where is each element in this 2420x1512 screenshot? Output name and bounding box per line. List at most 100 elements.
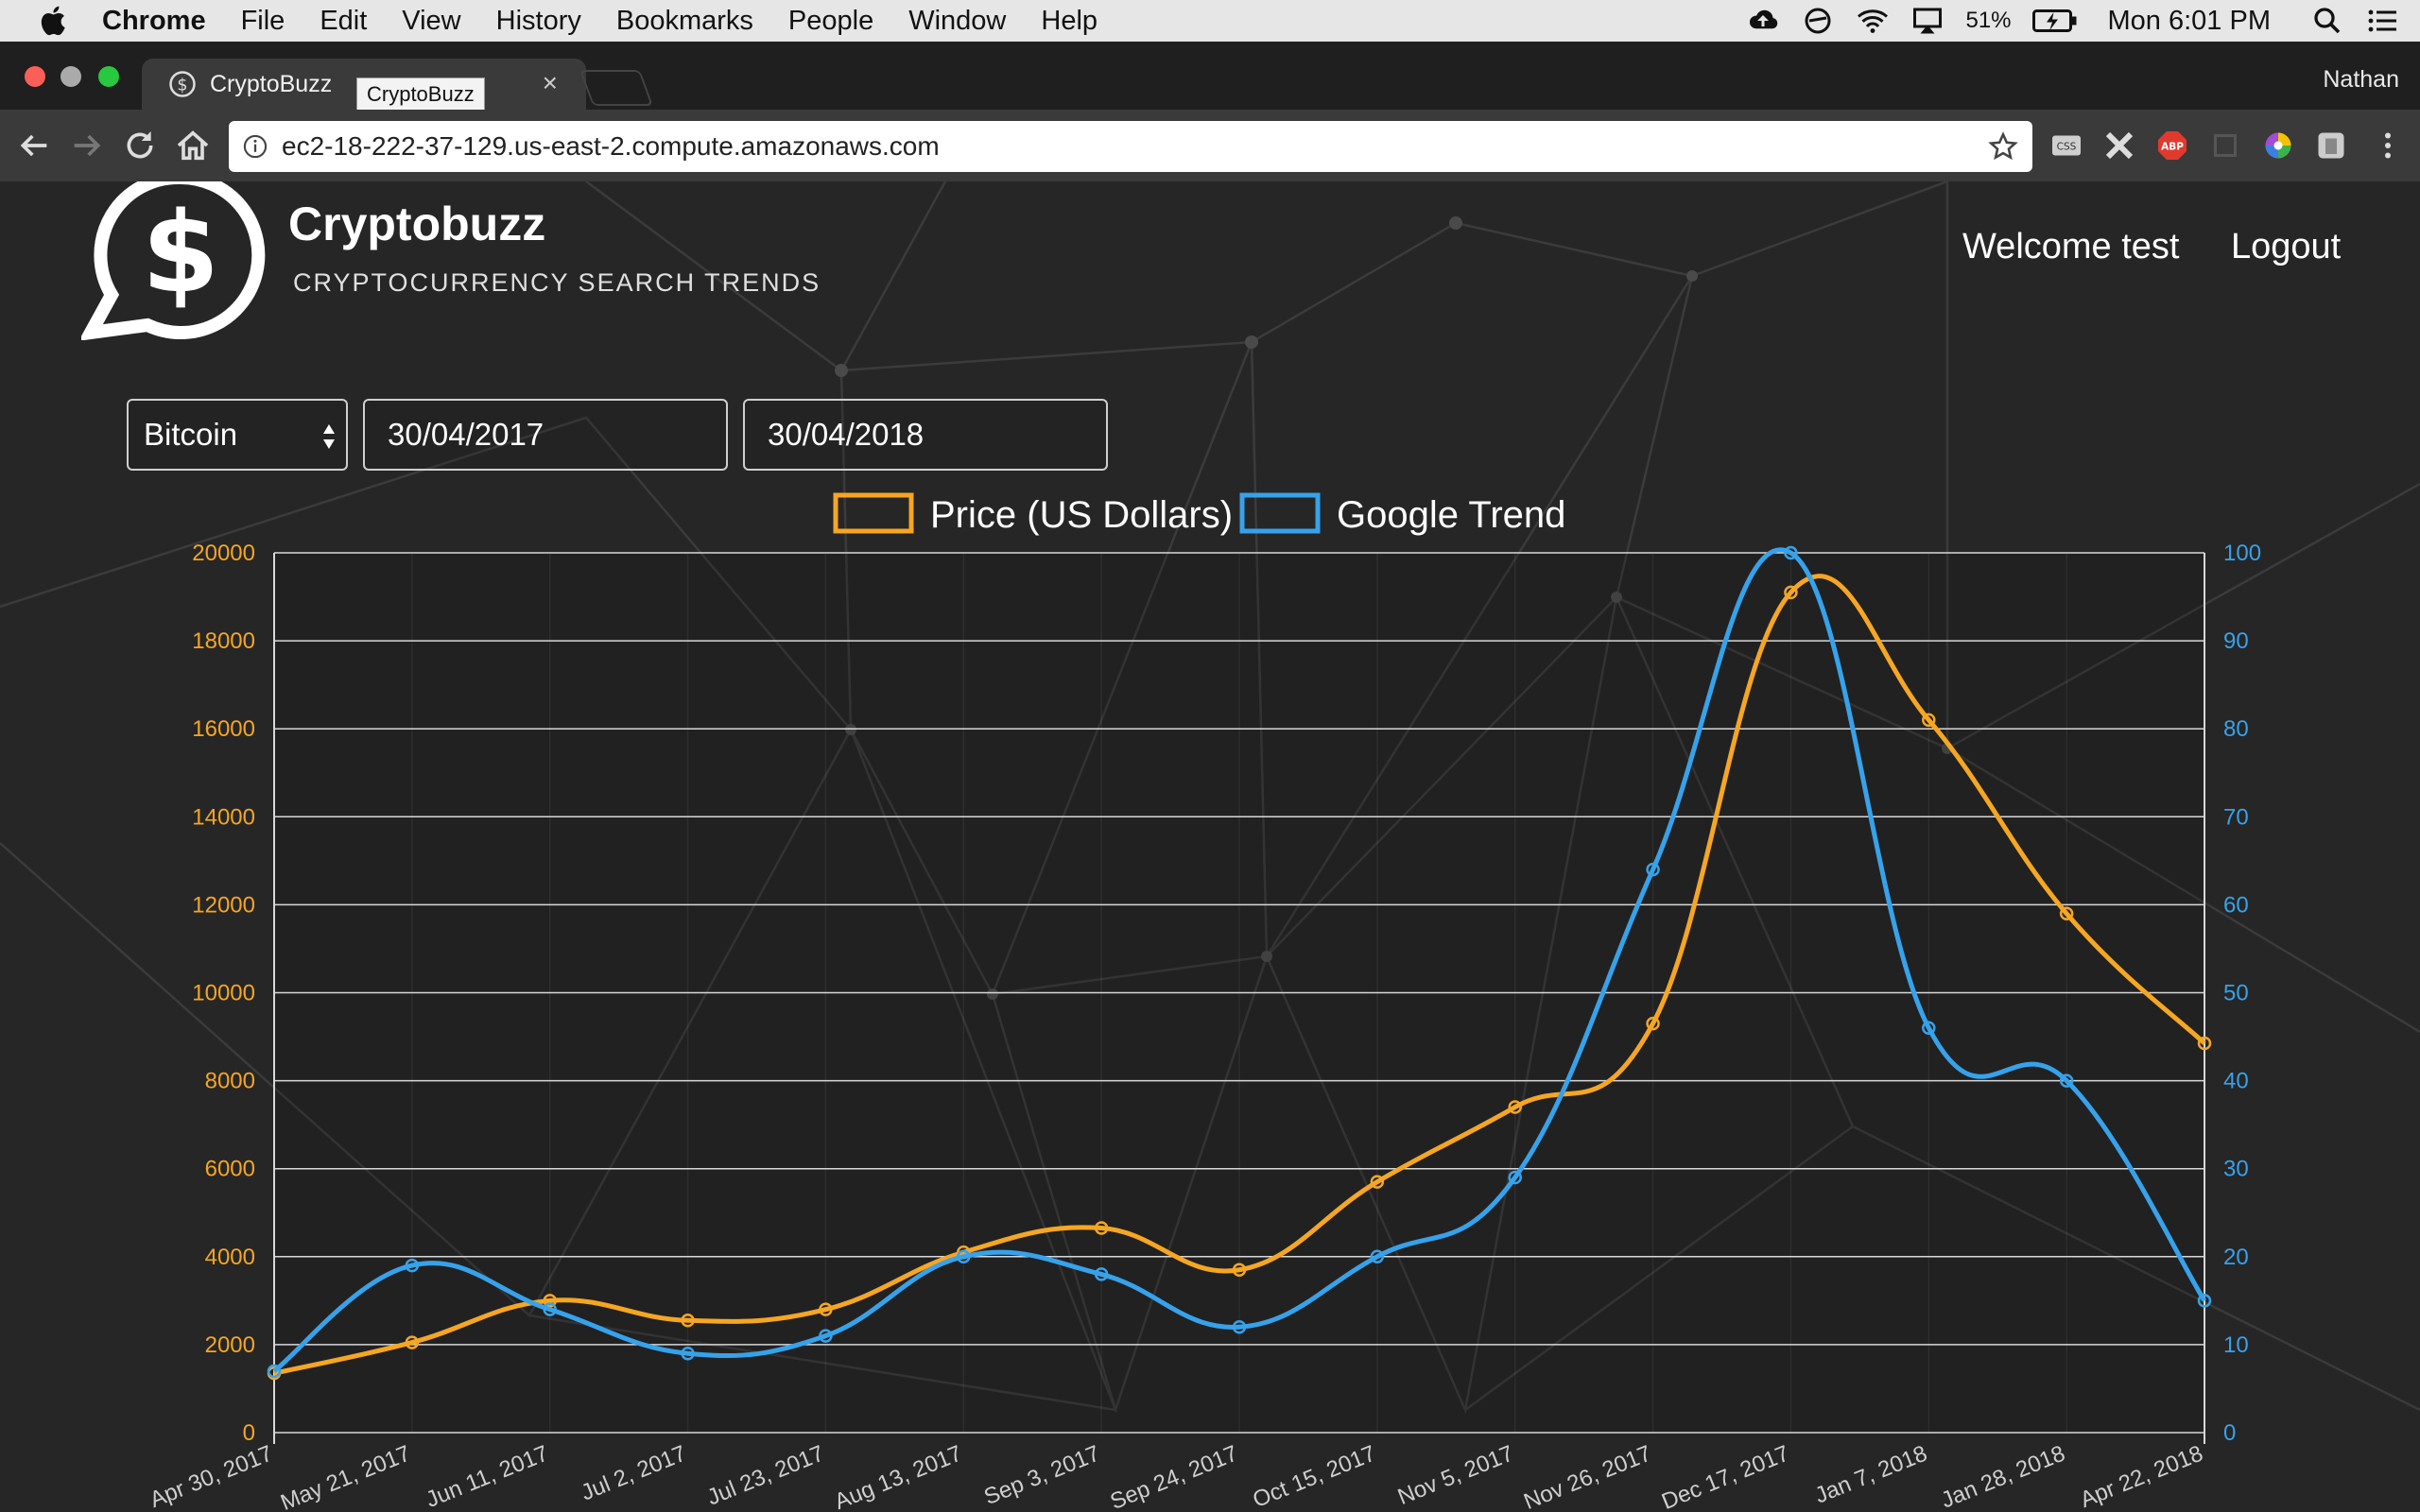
home-icon[interactable]: [174, 127, 212, 164]
extension-clipboard-icon[interactable]: [2314, 129, 2348, 163]
y-right-tick-label: 50: [2223, 981, 2249, 1006]
back-arrow-icon[interactable]: [15, 127, 53, 164]
x-tick-label: Jun 11, 2017: [423, 1441, 552, 1512]
trend-data-point: [1232, 1320, 1247, 1334]
price-data-point: [1370, 1175, 1385, 1189]
x-tick-label: Jul 23, 2017: [703, 1441, 827, 1511]
y-left-tick-label: 6000: [205, 1157, 255, 1182]
battery-percent: 51%: [1965, 8, 2012, 33]
macos-menubar: Chrome File Edit View History Bookmarks …: [0, 0, 2420, 42]
trend-data-point: [543, 1302, 557, 1316]
trend-data-point: [1370, 1249, 1385, 1264]
y-left-tick-label: 8000: [205, 1069, 255, 1094]
price-data-point: [2059, 906, 2074, 920]
logout-link[interactable]: Logout: [2231, 227, 2342, 266]
trend-legend-swatch: [1239, 492, 1321, 534]
y-right-tick-label: 80: [2223, 716, 2249, 742]
extension-tools-icon[interactable]: [2102, 129, 2136, 163]
battery-charging-icon[interactable]: [2031, 4, 2078, 38]
reload-icon[interactable]: [121, 127, 159, 164]
cryptobuzz-logo-icon[interactable]: $: [81, 181, 280, 340]
menu-window[interactable]: Window: [908, 5, 1007, 36]
bookmark-star-icon[interactable]: [1987, 130, 2019, 163]
menubar-clock[interactable]: Mon 6:01 PM: [2107, 5, 2271, 36]
start-date-input[interactable]: 30/04/2017: [363, 399, 728, 471]
start-date-value: 30/04/2017: [388, 417, 544, 452]
brand-tagline: CRYPTOCURRENCY SEARCH TRENDS: [293, 268, 821, 297]
y-left-tick-label: 12000: [192, 892, 255, 918]
price-legend-swatch: [833, 492, 914, 534]
price-data-point: [1508, 1100, 1522, 1114]
url-text[interactable]: ec2-18-222-37-129.us-east-2.compute.amaz…: [282, 131, 940, 161]
adblock-icon[interactable]: ABP: [2155, 129, 2189, 163]
y-left-tick-label: 2000: [205, 1332, 255, 1358]
y-right-tick-label: 100: [2223, 541, 2261, 566]
window-maximize-button[interactable]: [98, 66, 119, 87]
price-trend-chart: 0 2000 4000 6000 8000 10000 12000 14000 16000 180…: [147, 492, 2261, 1512]
menu-edit[interactable]: Edit: [320, 5, 368, 36]
menu-view[interactable]: View: [402, 5, 461, 36]
profile-name[interactable]: Nathan: [2323, 66, 2399, 93]
end-date-value: 30/04/2018: [768, 417, 925, 452]
x-tick-label: Oct 15, 2017: [1250, 1441, 1380, 1512]
trend-data-point: [681, 1346, 695, 1361]
address-bar[interactable]: ec2-18-222-37-129.us-east-2.compute.amaz…: [229, 121, 2032, 172]
price-data-point: [1922, 713, 1936, 728]
end-date-input[interactable]: 30/04/2018: [743, 399, 1108, 471]
color-picker-icon[interactable]: [2261, 129, 2295, 163]
forward-arrow-icon[interactable]: [68, 127, 106, 164]
brand-name: Cryptobuzz: [288, 198, 546, 250]
site-info-icon[interactable]: [242, 133, 268, 160]
dollar-favicon-icon: $: [169, 71, 196, 97]
cloud-upload-icon[interactable]: [1746, 4, 1780, 38]
x-tick-label: Jul 2, 2017: [578, 1441, 690, 1506]
trend-data-point: [957, 1249, 971, 1264]
trend-data-point: [1508, 1170, 1522, 1185]
tab-title: CryptoBuzz: [210, 70, 333, 97]
chrome-menu-icon[interactable]: [2371, 129, 2405, 163]
browser-toolbar: ec2-18-222-37-129.us-east-2.compute.amaz…: [0, 110, 2420, 181]
airplay-icon[interactable]: [1910, 4, 1945, 38]
trend-data-point: [405, 1258, 420, 1273]
window-minimize-button[interactable]: [60, 66, 81, 87]
y-right-tick-label: 0: [2223, 1420, 2236, 1446]
menu-file[interactable]: File: [240, 5, 285, 36]
do-not-disturb-icon[interactable]: [1801, 4, 1835, 38]
price-data-point: [1784, 585, 1798, 600]
trend-data-point: [267, 1364, 282, 1379]
trend-data-point: [1922, 1021, 1936, 1035]
y-right-tick-label: 90: [2223, 628, 2249, 654]
y-right-tick-label: 30: [2223, 1157, 2249, 1182]
price-legend-label: Price (US Dollars): [930, 494, 1233, 536]
new-tab-button[interactable]: [579, 70, 653, 106]
x-tick-label: Apr 22, 2018: [2077, 1441, 2207, 1512]
tab-close-icon[interactable]: ×: [542, 68, 558, 97]
menu-people[interactable]: People: [787, 5, 874, 36]
menu-bookmarks[interactable]: Bookmarks: [615, 5, 753, 36]
price-data-point: [819, 1302, 833, 1316]
trend-data-point: [2059, 1074, 2074, 1088]
trend-data-point: [1094, 1267, 1109, 1281]
extension-css-icon[interactable]: CSS: [2049, 129, 2083, 163]
apple-logo-icon[interactable]: [38, 4, 72, 38]
page-content: $ Cryptobuzz CRYPTOCURRENCY SEARCH TREND…: [0, 181, 2420, 1512]
price-data-point: [2197, 1036, 2212, 1051]
notification-center-icon[interactable]: [2365, 4, 2399, 38]
coin-select-value: Bitcoin: [144, 417, 238, 452]
menu-app-name[interactable]: Chrome: [102, 5, 206, 36]
window-close-button[interactable]: [25, 66, 45, 87]
menu-help[interactable]: Help: [1041, 5, 1098, 36]
y-left-tick-label: 20000: [192, 541, 255, 566]
y-left-tick-label: 18000: [192, 628, 255, 654]
menu-history[interactable]: History: [495, 5, 581, 36]
x-tick-label: Jan 28, 2018: [1938, 1441, 2069, 1512]
svg-text:$: $: [177, 76, 187, 94]
extension-faded-icon[interactable]: [2208, 129, 2242, 163]
price-data-point: [681, 1314, 695, 1328]
price-data-point: [1094, 1221, 1109, 1235]
coin-select[interactable]: Bitcoin: [127, 399, 348, 471]
y-right-tick-label: 10: [2223, 1332, 2249, 1358]
wifi-icon[interactable]: [1856, 4, 1890, 38]
price-series-line: [273, 574, 2206, 1376]
spotlight-search-icon[interactable]: [2310, 4, 2344, 38]
